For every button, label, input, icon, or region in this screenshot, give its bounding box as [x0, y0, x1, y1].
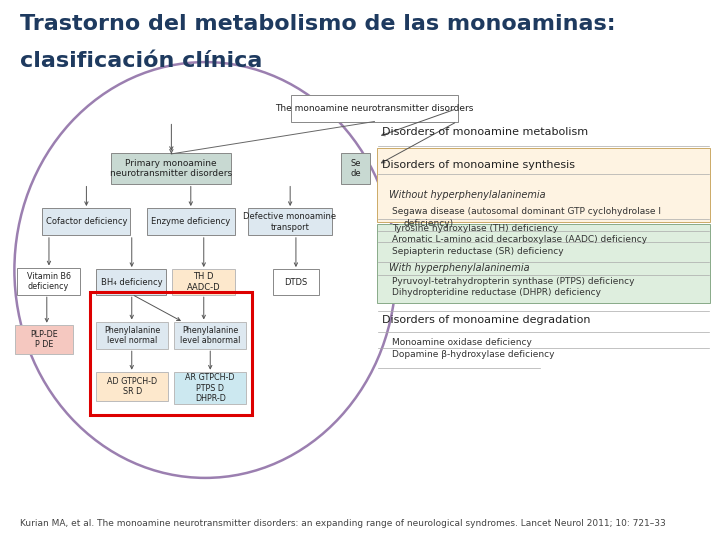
FancyBboxPatch shape	[147, 208, 235, 235]
Text: clasificación clínica: clasificación clínica	[20, 51, 263, 71]
Text: Disorders of monoamine synthesis: Disorders of monoamine synthesis	[382, 160, 575, 170]
FancyBboxPatch shape	[172, 269, 235, 295]
FancyBboxPatch shape	[174, 322, 246, 349]
Text: Disorders of monoamine metabolism: Disorders of monoamine metabolism	[382, 127, 588, 137]
Text: Tyrosine hydroxylase (TH) deficiency: Tyrosine hydroxylase (TH) deficiency	[392, 225, 559, 233]
FancyBboxPatch shape	[291, 95, 458, 122]
Text: Segawa disease (autosomal dominant GTP cyclohydrolase I: Segawa disease (autosomal dominant GTP c…	[392, 207, 662, 216]
Bar	[90, 292, 252, 415]
Text: DTDS: DTDS	[284, 278, 307, 287]
Text: Disorders of monoamine degradation: Disorders of monoamine degradation	[382, 315, 590, 325]
FancyBboxPatch shape	[96, 269, 166, 295]
FancyBboxPatch shape	[248, 208, 332, 235]
FancyBboxPatch shape	[377, 148, 710, 222]
FancyBboxPatch shape	[15, 325, 73, 354]
FancyBboxPatch shape	[174, 372, 246, 404]
Text: Se
de: Se de	[351, 159, 361, 178]
FancyBboxPatch shape	[341, 153, 370, 184]
Text: Dopamine β-hydroxylase deficiency: Dopamine β-hydroxylase deficiency	[392, 350, 555, 359]
Text: Dihydropteridine reductase (DHPR) deficiency: Dihydropteridine reductase (DHPR) defici…	[392, 288, 601, 297]
FancyBboxPatch shape	[377, 224, 710, 303]
Text: Kurian MA, et al. The monoamine neurotransmitter disorders: an expanding range o: Kurian MA, et al. The monoamine neurotra…	[20, 519, 666, 528]
Text: Vitamin B6
deficiency: Vitamin B6 deficiency	[27, 272, 71, 291]
FancyBboxPatch shape	[273, 269, 319, 295]
Text: TH D
AADC-D: TH D AADC-D	[186, 273, 220, 292]
Text: Defective monoamine
transport: Defective monoamine transport	[243, 212, 336, 232]
Text: Enzyme deficiency: Enzyme deficiency	[151, 218, 230, 226]
Text: With hyperphenylalaninemia: With hyperphenylalaninemia	[389, 263, 529, 273]
Text: deficiency): deficiency)	[403, 219, 454, 228]
Text: AD GTPCH-D
SR D: AD GTPCH-D SR D	[107, 377, 158, 396]
Text: The monoamine neurotransmitter disorders: The monoamine neurotransmitter disorders	[275, 104, 474, 113]
Text: Phenylalanine
level normal: Phenylalanine level normal	[104, 326, 161, 345]
Text: Aromatic L-amino acid decarboxylase (AADC) deficiency: Aromatic L-amino acid decarboxylase (AAD…	[392, 235, 647, 244]
Text: Monoamine oxidase deficiency: Monoamine oxidase deficiency	[392, 339, 532, 347]
FancyBboxPatch shape	[42, 208, 130, 235]
Text: Without hyperphenylalaninemia: Without hyperphenylalaninemia	[389, 191, 546, 200]
FancyBboxPatch shape	[96, 322, 168, 349]
FancyBboxPatch shape	[96, 372, 168, 401]
Text: Phenylalanine
level abnormal: Phenylalanine level abnormal	[180, 326, 240, 345]
Text: AR GTPCH-D
PTPS D
DHPR-D: AR GTPCH-D PTPS D DHPR-D	[186, 373, 235, 403]
Text: PLP-DE
P DE: PLP-DE P DE	[30, 330, 58, 349]
Text: Trastorno del metabolismo de las monoaminas:: Trastorno del metabolismo de las monoami…	[20, 14, 616, 33]
Text: Cofactor deficiency: Cofactor deficiency	[45, 218, 127, 226]
Text: Primary monoamine
neurotransmitter disorders: Primary monoamine neurotransmitter disor…	[110, 159, 232, 178]
FancyBboxPatch shape	[111, 153, 231, 184]
Text: Pyruvoyl-tetrahydropterin synthase (PTPS) deficiency: Pyruvoyl-tetrahydropterin synthase (PTPS…	[392, 278, 635, 286]
FancyBboxPatch shape	[17, 268, 80, 295]
Text: Sepiapterin reductase (SR) deficiency: Sepiapterin reductase (SR) deficiency	[392, 247, 564, 255]
Text: BH₄ deficiency: BH₄ deficiency	[101, 278, 162, 287]
